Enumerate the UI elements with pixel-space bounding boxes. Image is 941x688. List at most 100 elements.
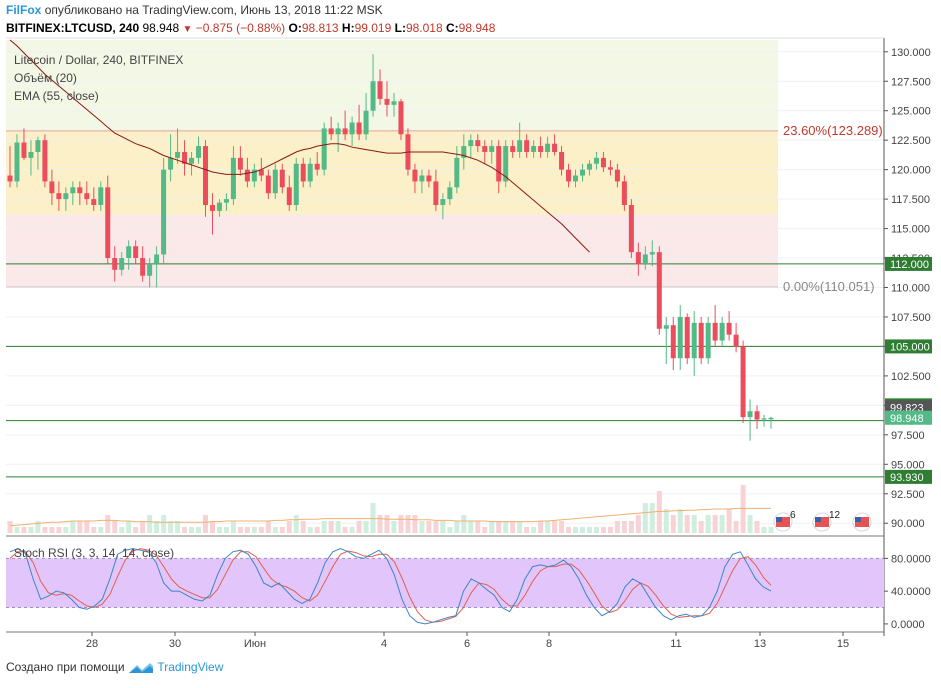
candle-body (133, 246, 139, 259)
stoch-k-line (9, 548, 772, 625)
volume-bar (300, 521, 306, 533)
candle-body (461, 146, 467, 158)
volume-bar (649, 503, 655, 533)
price-tick-label: 117.500 (891, 194, 930, 206)
price-tick-label: 125.000 (891, 106, 931, 118)
candle-body (14, 142, 20, 182)
volume-bar (635, 515, 641, 533)
volume-bar (63, 527, 69, 533)
footer-made-with: Создано при помощи (6, 660, 125, 674)
candle-body (216, 202, 222, 211)
volume-bar (733, 521, 739, 533)
candle-body (649, 252, 655, 255)
price-tick-label: 97.500 (891, 430, 925, 442)
volume-bar (761, 527, 767, 533)
price-tick-label: 92.500 (891, 489, 925, 501)
level-label-bg (885, 339, 932, 354)
volume-bar (244, 527, 250, 533)
candle-body (154, 254, 160, 264)
candle-body (391, 101, 397, 105)
candle-body (705, 322, 711, 359)
volume-bar (566, 527, 572, 533)
candle-body (363, 110, 369, 135)
volume-bar (726, 509, 732, 533)
volume-bar (363, 521, 369, 533)
candle-body (600, 157, 606, 168)
volume-bar (279, 527, 285, 533)
low-value: 98.018 (405, 21, 443, 35)
fib-label: 0.00%(110.051) (783, 279, 875, 294)
time-tick-label: 30 (169, 638, 181, 650)
candle-body (768, 417, 774, 420)
candle-body (691, 322, 697, 359)
symbol-label: BITFINEX:LTCUSD, 240 (6, 21, 140, 35)
candle-body (593, 157, 599, 164)
volume-bar (384, 515, 390, 533)
volume-bar (454, 521, 460, 533)
legend-title: Litecoin / Dollar, 240, BITFINEX (14, 53, 184, 67)
candle-body (105, 187, 111, 259)
tradingview-logo-icon (128, 662, 153, 673)
open-label: O: (288, 21, 302, 35)
volume-bar (49, 527, 55, 533)
candle-body (7, 175, 13, 182)
volume-bar (398, 515, 404, 533)
candle-body (433, 181, 439, 205)
volume-bar (684, 515, 690, 533)
candle-body (112, 258, 118, 270)
volume-bar (209, 521, 215, 533)
volume-bar (251, 527, 257, 533)
volume-bar (349, 527, 355, 533)
candle-body (279, 169, 285, 188)
volume-bar (258, 527, 264, 533)
volume-bar (412, 515, 418, 533)
price-tick-label: 122.500 (891, 135, 931, 147)
volume-bar (307, 527, 313, 533)
ohlc-bar: BITFINEX:LTCUSD, 240 98.948 ▼ −0.875 (−0… (6, 21, 495, 35)
time-tick-label: Июн (244, 638, 266, 650)
time-tick-label: 13 (754, 638, 766, 650)
volume-bar (621, 521, 627, 533)
candle-body (223, 199, 229, 203)
candle-body (42, 140, 48, 182)
us-flag-icon (855, 517, 869, 527)
candle-body (454, 157, 460, 188)
volume-bar (7, 521, 13, 533)
candle-body (182, 151, 188, 164)
candle-body (98, 187, 104, 205)
candle-body (628, 205, 634, 253)
candle-body (370, 81, 376, 111)
volume-bar (510, 521, 516, 533)
time-tick-label: 6 (464, 638, 470, 650)
footer-brand[interactable]: TradingView (157, 660, 224, 674)
candle-body (237, 157, 243, 170)
candle-body (517, 140, 523, 152)
volume-bar (154, 521, 160, 533)
volume-bar (496, 521, 502, 533)
event-count: 6 (790, 510, 796, 521)
author-name[interactable]: FilFox (6, 3, 42, 17)
volume-bar (293, 515, 299, 533)
volume-bar (133, 527, 139, 533)
us-flag-icon (776, 517, 790, 527)
volume-bar (545, 521, 551, 533)
candle-body (712, 322, 718, 341)
volume-bar (202, 515, 208, 533)
candle-body (265, 175, 271, 194)
level-label-bg (885, 410, 932, 425)
volume-bar (272, 527, 278, 533)
candle-body (524, 140, 530, 152)
time-tick-label: 11 (670, 638, 681, 650)
volume-bar (147, 515, 153, 533)
volume-bar (768, 527, 774, 533)
candle-body (21, 142, 27, 158)
candle-body (503, 146, 509, 182)
volume-bar (698, 521, 704, 533)
us-flag-icon (815, 517, 829, 527)
volume-bar (370, 503, 376, 533)
stoch-band (6, 558, 884, 608)
price-tick-label: 102.500 (891, 371, 931, 383)
price-tick-label: 130.000 (891, 47, 931, 59)
candle-body (161, 169, 167, 255)
